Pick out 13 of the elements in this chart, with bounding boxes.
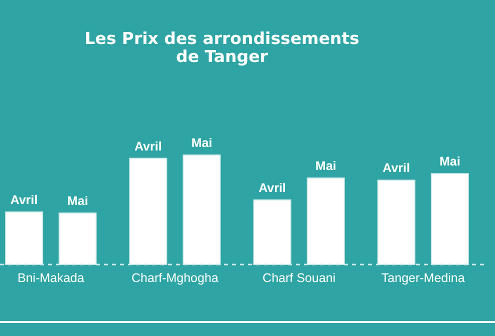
text: Mai (315, 158, 336, 173)
x-tick-label: Tanger-Medina (381, 271, 465, 285)
series-label: Mai (67, 194, 88, 208)
text: Avril (258, 180, 286, 195)
x-tick-label: Bni-Makada (18, 271, 84, 285)
chart-title: Les Prix des arrondissements de Tanger (84, 29, 360, 66)
series-label: Avril (10, 192, 38, 207)
text: Mai (191, 136, 212, 150)
text: Avril (382, 161, 410, 176)
text: Mai (440, 154, 460, 169)
text: Avril (134, 139, 162, 154)
x-tick-label: Charf-Mghogha (132, 271, 218, 285)
x-tick-label: Charf Souani (262, 271, 336, 285)
